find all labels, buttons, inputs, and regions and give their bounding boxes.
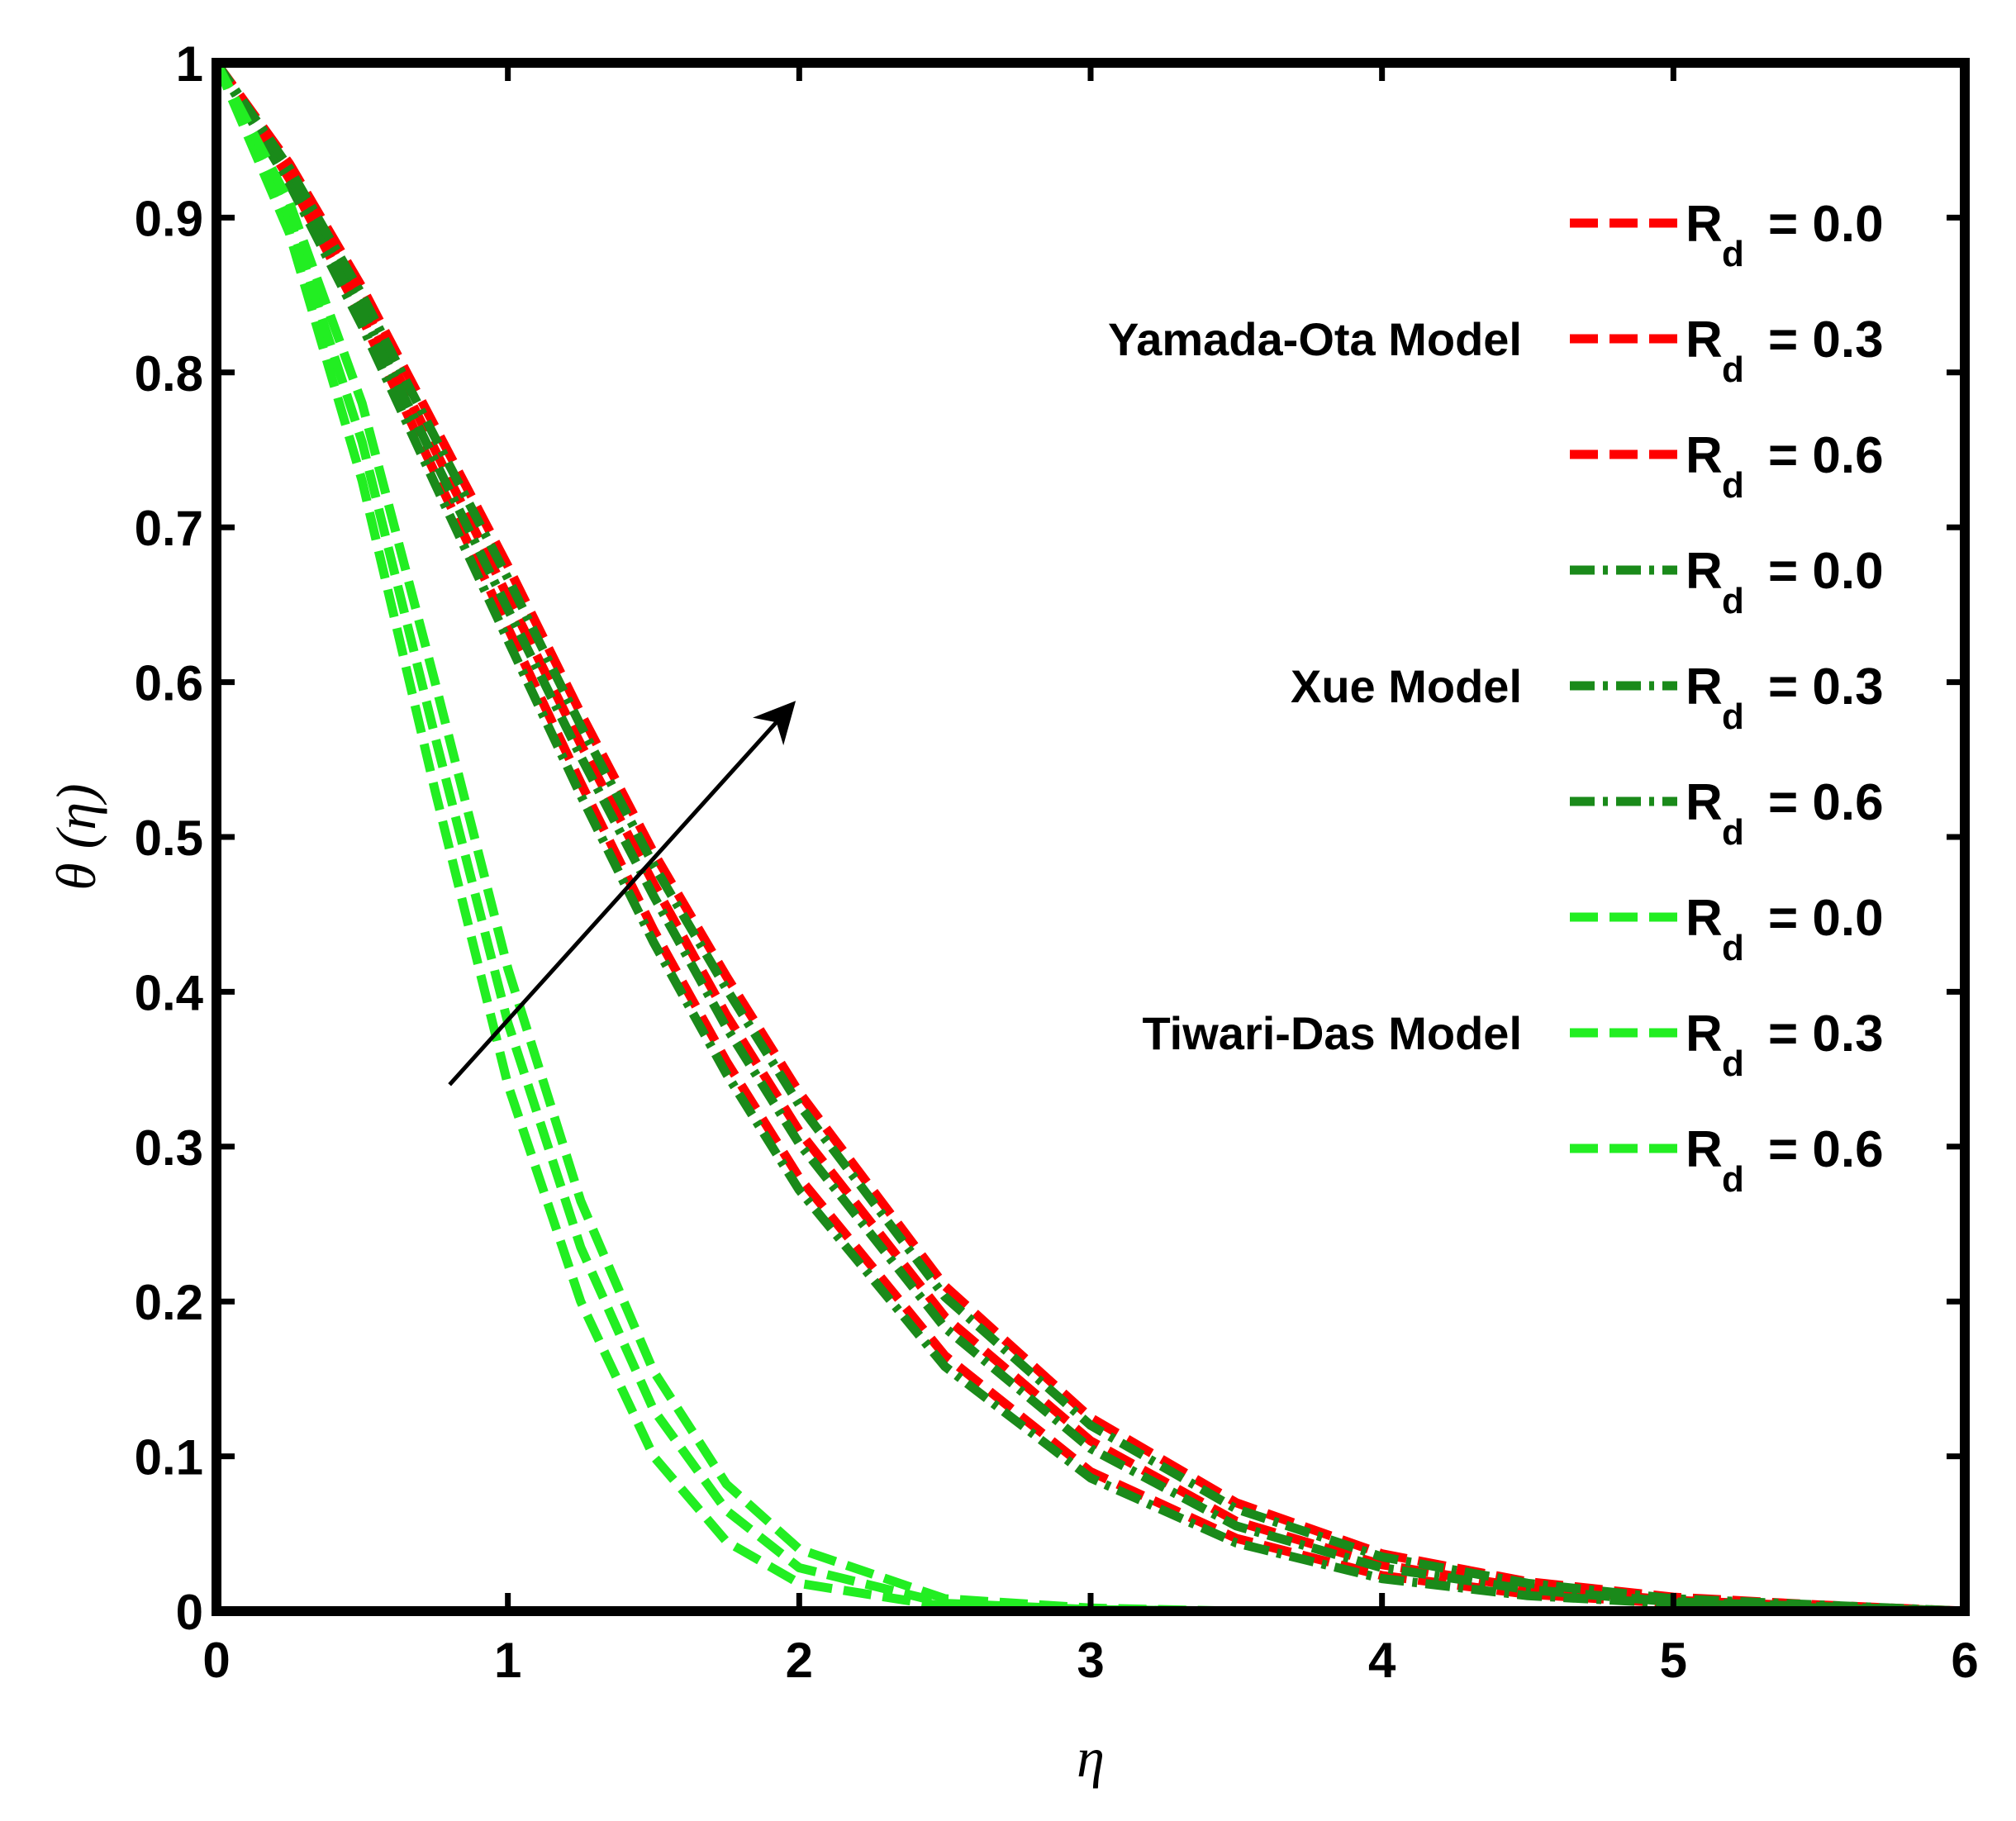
legend-label-sub: d: [1722, 812, 1744, 853]
y-axis-label: θ (η): [45, 783, 107, 890]
legend-label-value: = 0.6: [1768, 427, 1884, 484]
legend-label-sub: d: [1722, 234, 1744, 274]
legend-label-value: = 0.0: [1768, 890, 1884, 947]
series-line-8: [212, 60, 1965, 1616]
x-tick-label: 1: [494, 1633, 521, 1688]
legend-box: [1538, 183, 1932, 1216]
increase-arrow: [448, 701, 796, 1086]
x-tick-label: 2: [786, 1633, 813, 1688]
legend-label-main: R: [1686, 774, 1723, 831]
legend-label-main: R: [1686, 311, 1723, 368]
series-line-6: [212, 59, 1966, 1616]
series-line-5: [212, 60, 1966, 1616]
y-tick-label: 1: [176, 36, 203, 92]
legend-label-sub: d: [1722, 465, 1744, 506]
legend-label-value: = 0.0: [1768, 196, 1884, 253]
y-tick-label: 0.1: [135, 1430, 203, 1486]
legend-group-label: Yamada-Ota Model: [1108, 313, 1522, 365]
y-tick-label: 0.7: [135, 501, 203, 556]
y-tick-label: 0.3: [135, 1120, 203, 1176]
legend: Rd = 0.0 Rd = 0.3 Rd = 0.6 Rd = 0.0 Rd = 0.3 Rd = 0…: [1108, 183, 1932, 1216]
legend-label-main: R: [1686, 1121, 1723, 1178]
ticks-layer: 0 1 2 3 4 5 6 0 0.1 0.2 0.3 0.4 0.5 0.6 0.7 0.8 0.9 1: [135, 36, 1979, 1688]
legend-label-sub: d: [1722, 697, 1744, 737]
legend-label-main: R: [1686, 659, 1723, 716]
legend-label-main: R: [1686, 196, 1723, 253]
y-tick-label: 0.8: [135, 346, 203, 402]
annotation-layer: [448, 701, 796, 1086]
legend-label-sub: d: [1722, 928, 1744, 968]
legend-label-value: = 0.3: [1768, 1006, 1884, 1063]
x-tick-label: 3: [1077, 1633, 1104, 1688]
x-tick-label: 0: [202, 1633, 230, 1688]
legend-label-sub: d: [1722, 1044, 1744, 1084]
legend-label-value: = 0.6: [1768, 774, 1884, 831]
series-line-4: [212, 60, 1966, 1616]
legend-label-main: R: [1686, 543, 1723, 600]
x-tick-label: 5: [1660, 1633, 1687, 1688]
legend-label-main: R: [1686, 427, 1723, 484]
legend-group-label: Tiwari-Das Model: [1142, 1007, 1522, 1059]
y-tick-label: 0: [176, 1585, 203, 1640]
y-tick-label: 0.2: [135, 1275, 203, 1330]
y-tick-label: 0.5: [135, 811, 203, 866]
y-tick-label: 0.4: [135, 965, 204, 1020]
legend-label-sub: d: [1722, 581, 1744, 621]
legend-label-value: = 0.3: [1768, 659, 1884, 716]
legend-label-main: R: [1686, 1006, 1723, 1063]
legend-group-label: Xue Model: [1291, 660, 1522, 712]
legend-label-sub: d: [1722, 349, 1744, 390]
y-tick-label: 0.9: [135, 191, 203, 246]
x-tick-label: 6: [1951, 1633, 1978, 1688]
legend-label-value: = 0.3: [1768, 311, 1884, 368]
y-tick-label: 0.6: [135, 656, 203, 711]
x-axis-label: η: [1077, 1726, 1105, 1789]
legend-label-value: = 0.6: [1768, 1121, 1884, 1178]
x-tick-label: 4: [1368, 1633, 1396, 1688]
legend-label-value: = 0.0: [1768, 543, 1884, 600]
legend-label-sub: d: [1722, 1159, 1744, 1200]
legend-label-main: R: [1686, 890, 1723, 947]
